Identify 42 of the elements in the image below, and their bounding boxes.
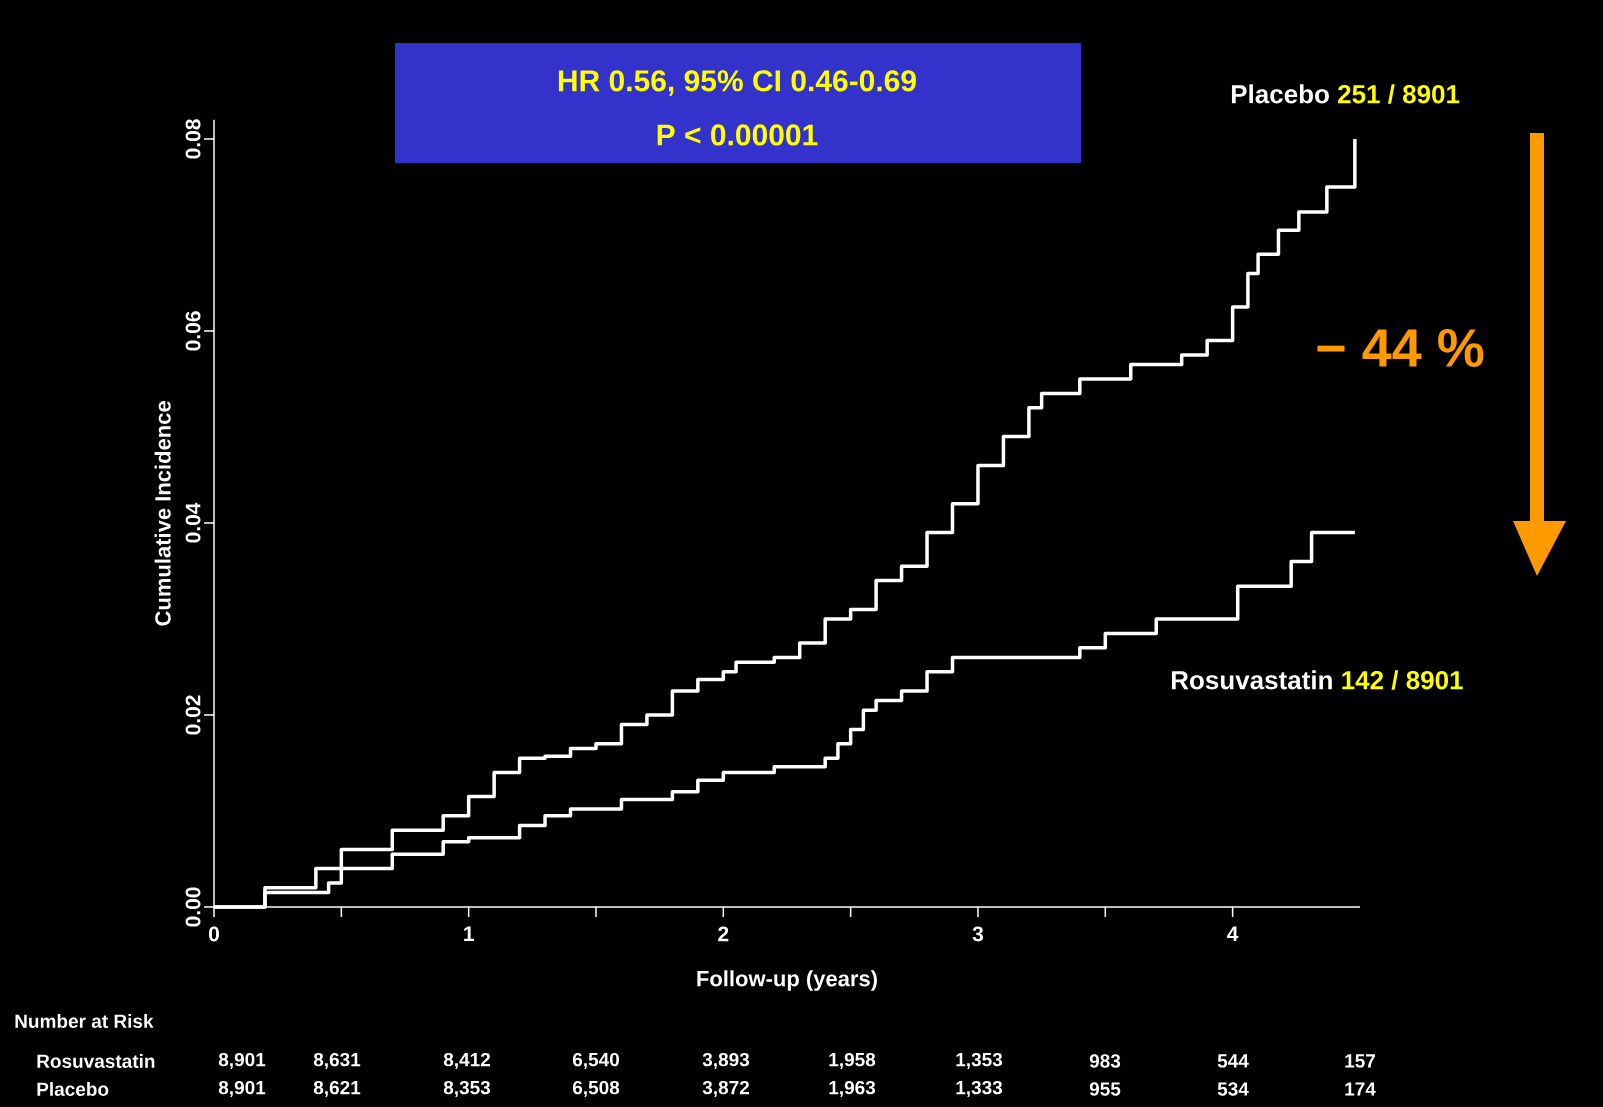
x-tick-label: 0: [209, 926, 219, 942]
y-tick-label: 0.02: [185, 695, 201, 735]
text: 1,963: [829, 1080, 876, 1098]
text: 157: [1345, 1054, 1376, 1068]
text: 3,872: [702, 1080, 750, 1098]
text: 8,412: [443, 1052, 491, 1070]
text: 1,353: [956, 1052, 1003, 1070]
y-tick-label: 0.06: [185, 311, 201, 351]
text: 3,893: [702, 1052, 750, 1070]
y-tick-label: 0.08: [185, 119, 201, 159]
text: 1,958: [829, 1052, 876, 1070]
text: 8,901: [218, 1052, 266, 1070]
text: 8,621: [313, 1080, 361, 1098]
text: Number at Risk: [15, 1014, 154, 1028]
text: HR 0.56, 95% CI 0.46-0.69: [558, 70, 916, 96]
text: 251 / 8901: [1338, 84, 1460, 104]
text: Rosuvastatin: [37, 1054, 155, 1068]
text: 6,508: [572, 1080, 620, 1098]
series-label: Placebo: [1231, 84, 1329, 104]
x-tick-label: 2: [718, 926, 729, 942]
text: 6,540: [572, 1052, 619, 1070]
text: 544: [1217, 1054, 1249, 1068]
y-tick-label: 0.04: [185, 502, 201, 543]
y-tick-label: 0.00: [185, 887, 201, 927]
x-axis-title: Follow-up (years): [697, 970, 877, 991]
y-axis-title: Cumulative Incidence: [154, 401, 171, 626]
text: 983: [1089, 1054, 1121, 1068]
x-tick-label: 3: [972, 926, 984, 942]
x-tick-label: 1: [464, 926, 474, 941]
text: 8,353: [443, 1080, 491, 1098]
annotation: − 44 %: [1317, 328, 1484, 367]
text: 174: [1345, 1082, 1376, 1096]
annotation: P < 0.00001: [657, 124, 818, 146]
text: Placebo: [37, 1082, 109, 1096]
text: 1,333: [956, 1080, 1003, 1098]
text: 8,631: [313, 1052, 361, 1070]
text: 8,901: [218, 1080, 266, 1098]
annotation: 142 / 8901: [1342, 670, 1463, 690]
series-label: Rosuvastatin: [1171, 670, 1332, 690]
text: 534: [1217, 1082, 1249, 1096]
text: 955: [1089, 1082, 1121, 1096]
x-tick-label: 4: [1227, 926, 1239, 941]
